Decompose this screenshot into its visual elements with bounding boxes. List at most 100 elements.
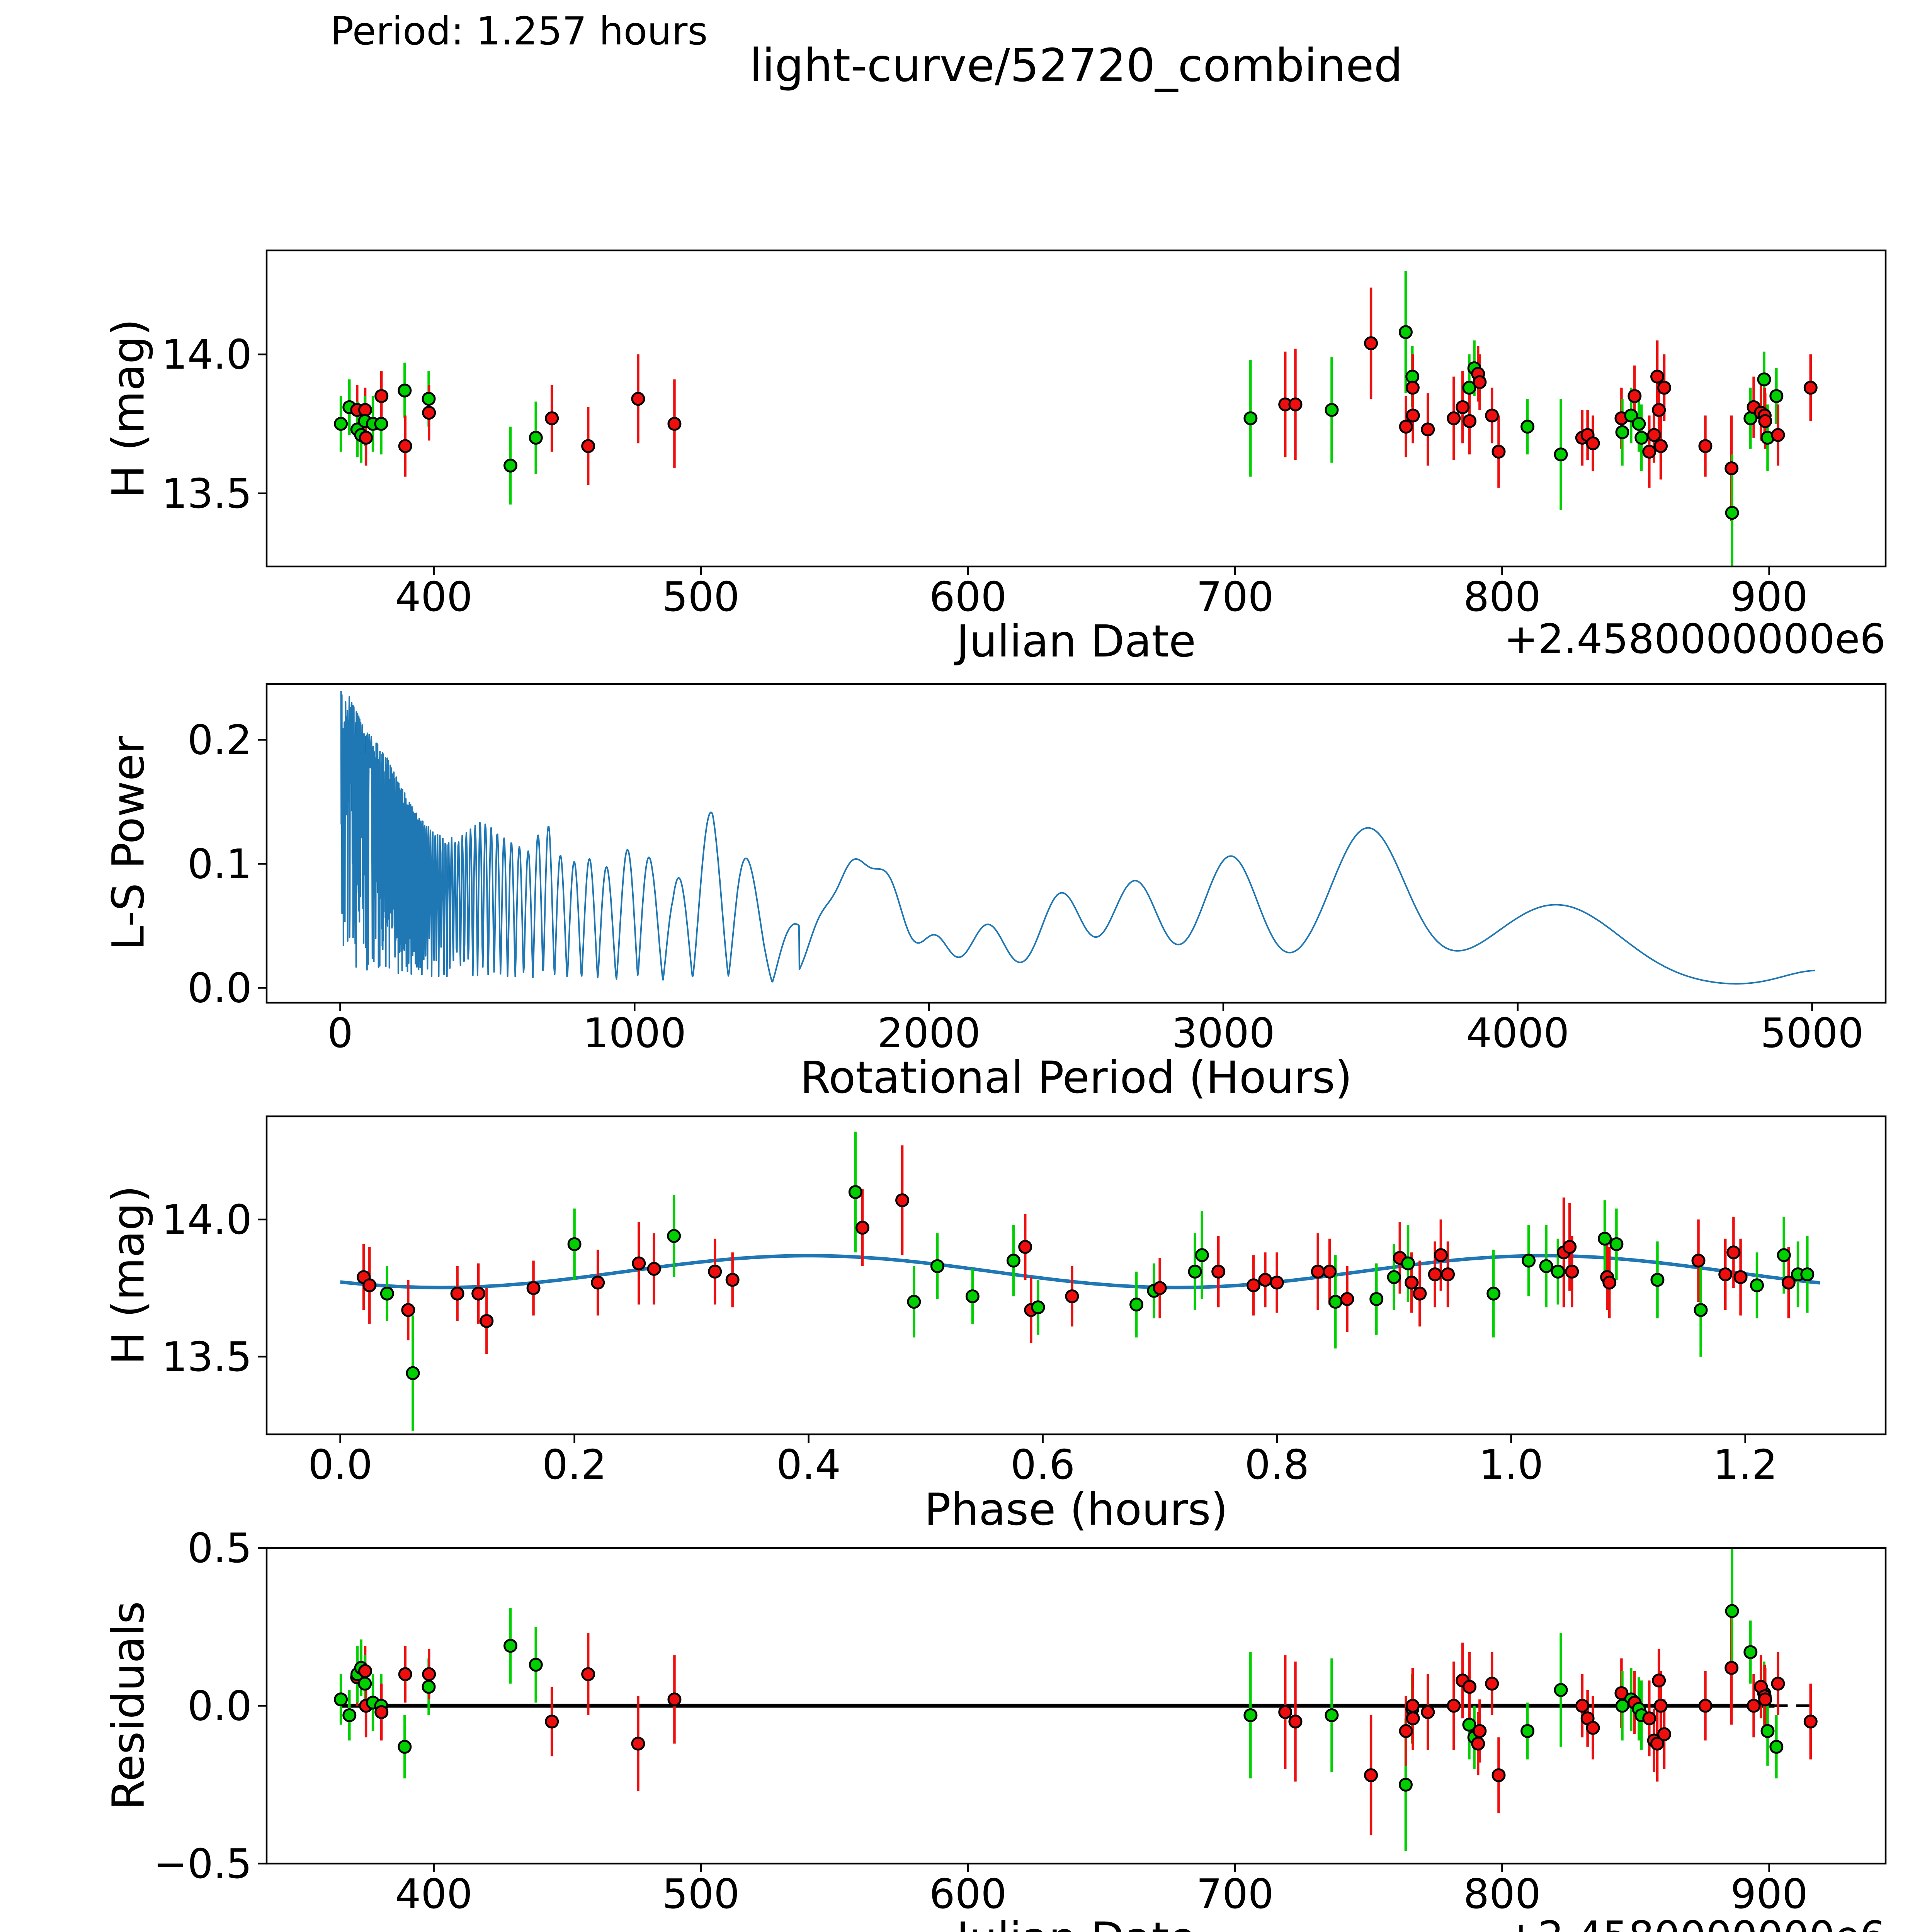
lightcurve-data-point <box>1657 381 1672 395</box>
phase-data-point <box>1247 1278 1261 1293</box>
phase-data-point <box>1691 1253 1706 1268</box>
phase-model-curve <box>340 1254 1821 1289</box>
residuals-data-point <box>1463 1680 1477 1694</box>
lightcurve-data-point <box>1757 372 1771 386</box>
lightcurve-x-tick-label: 900 <box>1730 573 1808 621</box>
lightcurve-data-point <box>398 439 412 453</box>
residuals-data-point <box>358 1677 372 1691</box>
residuals-data-point <box>1554 1683 1568 1697</box>
residuals-data-point <box>422 1667 436 1681</box>
phase-x-tick-label: 1.2 <box>1713 1441 1777 1488</box>
residuals-data-point <box>1471 1736 1485 1751</box>
residuals-data-point <box>398 1667 412 1681</box>
phase-data-point <box>1800 1267 1815 1282</box>
phase-data-point <box>1602 1276 1617 1290</box>
residuals-data-point <box>529 1658 543 1672</box>
phase-axes-frame <box>265 1115 1887 1435</box>
phase-data-point <box>480 1314 494 1328</box>
periodogram-x-axis-label: Rotational Period (Hours) <box>800 1052 1352 1103</box>
phase-data-point <box>567 1237 582 1251</box>
phase-data-point <box>1405 1276 1419 1290</box>
residuals-data-point <box>1654 1699 1668 1713</box>
residuals-data-point <box>1485 1677 1499 1691</box>
residuals-data-point <box>1747 1699 1761 1713</box>
lightcurve-data-point <box>1642 444 1656 459</box>
lightcurve-data-point <box>1650 369 1665 384</box>
lightcurve-data-point <box>1554 447 1568 462</box>
periodogram-y-tick-label: 0.1 <box>187 840 252 888</box>
lightcurve-x-axis-label: Julian Date <box>956 616 1196 667</box>
lightcurve-data-point <box>1421 422 1435 437</box>
residuals-y-axis-label: Residuals <box>102 1601 154 1810</box>
phase-data-point <box>667 1229 681 1243</box>
phase-data-point <box>1328 1295 1343 1309</box>
residuals-data-point <box>1575 1699 1589 1713</box>
residuals-data-point <box>1615 1699 1629 1713</box>
phase-y-tick-label: 14.0 <box>162 1196 252 1243</box>
residuals-data-point <box>1743 1645 1758 1659</box>
lightcurve-data-point <box>1725 506 1739 520</box>
phase-x-tick-label: 0.6 <box>1010 1441 1075 1488</box>
residuals-data-point <box>374 1705 389 1719</box>
lightcurve-data-point <box>398 383 412 398</box>
residuals-y-tick-label: 0.5 <box>187 1525 252 1572</box>
phase-data-point <box>1401 1256 1415 1270</box>
residuals-data-point <box>398 1740 412 1754</box>
residuals-x-tick-label: 600 <box>929 1871 1007 1918</box>
residuals-data-point <box>342 1708 357 1723</box>
residuals-data-point <box>1325 1708 1339 1723</box>
lightcurve-data-point <box>1652 403 1666 417</box>
phase-data-point <box>1270 1276 1284 1290</box>
phase-data-point <box>855 1221 870 1235</box>
phase-data-point <box>1733 1270 1748 1284</box>
lightcurve-plot-area <box>334 271 1818 566</box>
phase-data-point <box>1434 1248 1448 1262</box>
residuals-data-point <box>1364 1768 1378 1782</box>
phase-data-point <box>1441 1267 1455 1282</box>
lightcurve-data-point <box>1615 425 1629 439</box>
residuals-data-point <box>1462 1718 1476 1732</box>
periodogram-y-tick-label: 0.0 <box>187 964 252 1012</box>
lightcurve-data-point <box>581 439 595 453</box>
lightcurve-y-tick-label: 13.5 <box>162 470 252 517</box>
figure-title: light-curve/52720_combined <box>749 39 1403 92</box>
phase-x-axis-label: Phase (hours) <box>924 1484 1228 1535</box>
residuals-y-tick-label: −0.5 <box>153 1840 252 1888</box>
periodogram-plot-area <box>340 691 1815 985</box>
phase-data-point <box>1018 1240 1032 1254</box>
residuals-y-tick-label: 0.0 <box>187 1683 252 1730</box>
phase-data-point <box>1006 1253 1020 1268</box>
phase-data-point <box>1065 1289 1079 1303</box>
phase-data-point <box>895 1193 910 1208</box>
phase-data-point <box>526 1281 541 1295</box>
lightcurve-data-point <box>1654 439 1668 453</box>
phase-data-point <box>1031 1300 1045 1315</box>
residuals-data-point <box>1758 1692 1772 1707</box>
lightcurve-data-point <box>1632 417 1646 431</box>
phase-data-point <box>1777 1248 1791 1262</box>
lightcurve-data-point <box>1364 336 1378 350</box>
phase-y-tick-label: 13.5 <box>162 1333 252 1381</box>
phase-data-point <box>1486 1286 1501 1301</box>
residuals-data-point <box>1725 1661 1739 1675</box>
phase-data-point <box>362 1278 377 1293</box>
lightcurve-data-point <box>1447 411 1461 425</box>
phase-y-axis-label: H (mag) <box>102 1185 154 1365</box>
residuals-data-point <box>1698 1699 1713 1713</box>
residuals-data-point <box>1243 1708 1258 1723</box>
residuals-x-tick-label: 900 <box>1730 1871 1808 1918</box>
lightcurve-data-point <box>529 430 543 445</box>
residuals-axes-frame <box>265 1547 1887 1865</box>
phase-data-point <box>1211 1264 1226 1279</box>
phase-data-point <box>1718 1267 1733 1282</box>
lightcurve-x-offset-label: +2.4580000000e6 <box>1504 616 1886 663</box>
residuals-data-point <box>1399 1724 1413 1738</box>
periodogram-y-axis-label: L-S Power <box>102 736 154 951</box>
lightcurve-data-point <box>1456 400 1470 414</box>
phase-x-tick-label: 0.0 <box>308 1441 372 1488</box>
residuals-x-tick-label: 700 <box>1196 1871 1274 1918</box>
residuals-plot-area <box>334 1548 1818 1851</box>
residuals-data-point <box>581 1667 595 1681</box>
lightcurve-data-point <box>1647 428 1661 442</box>
lightcurve-data-point <box>1405 381 1420 395</box>
